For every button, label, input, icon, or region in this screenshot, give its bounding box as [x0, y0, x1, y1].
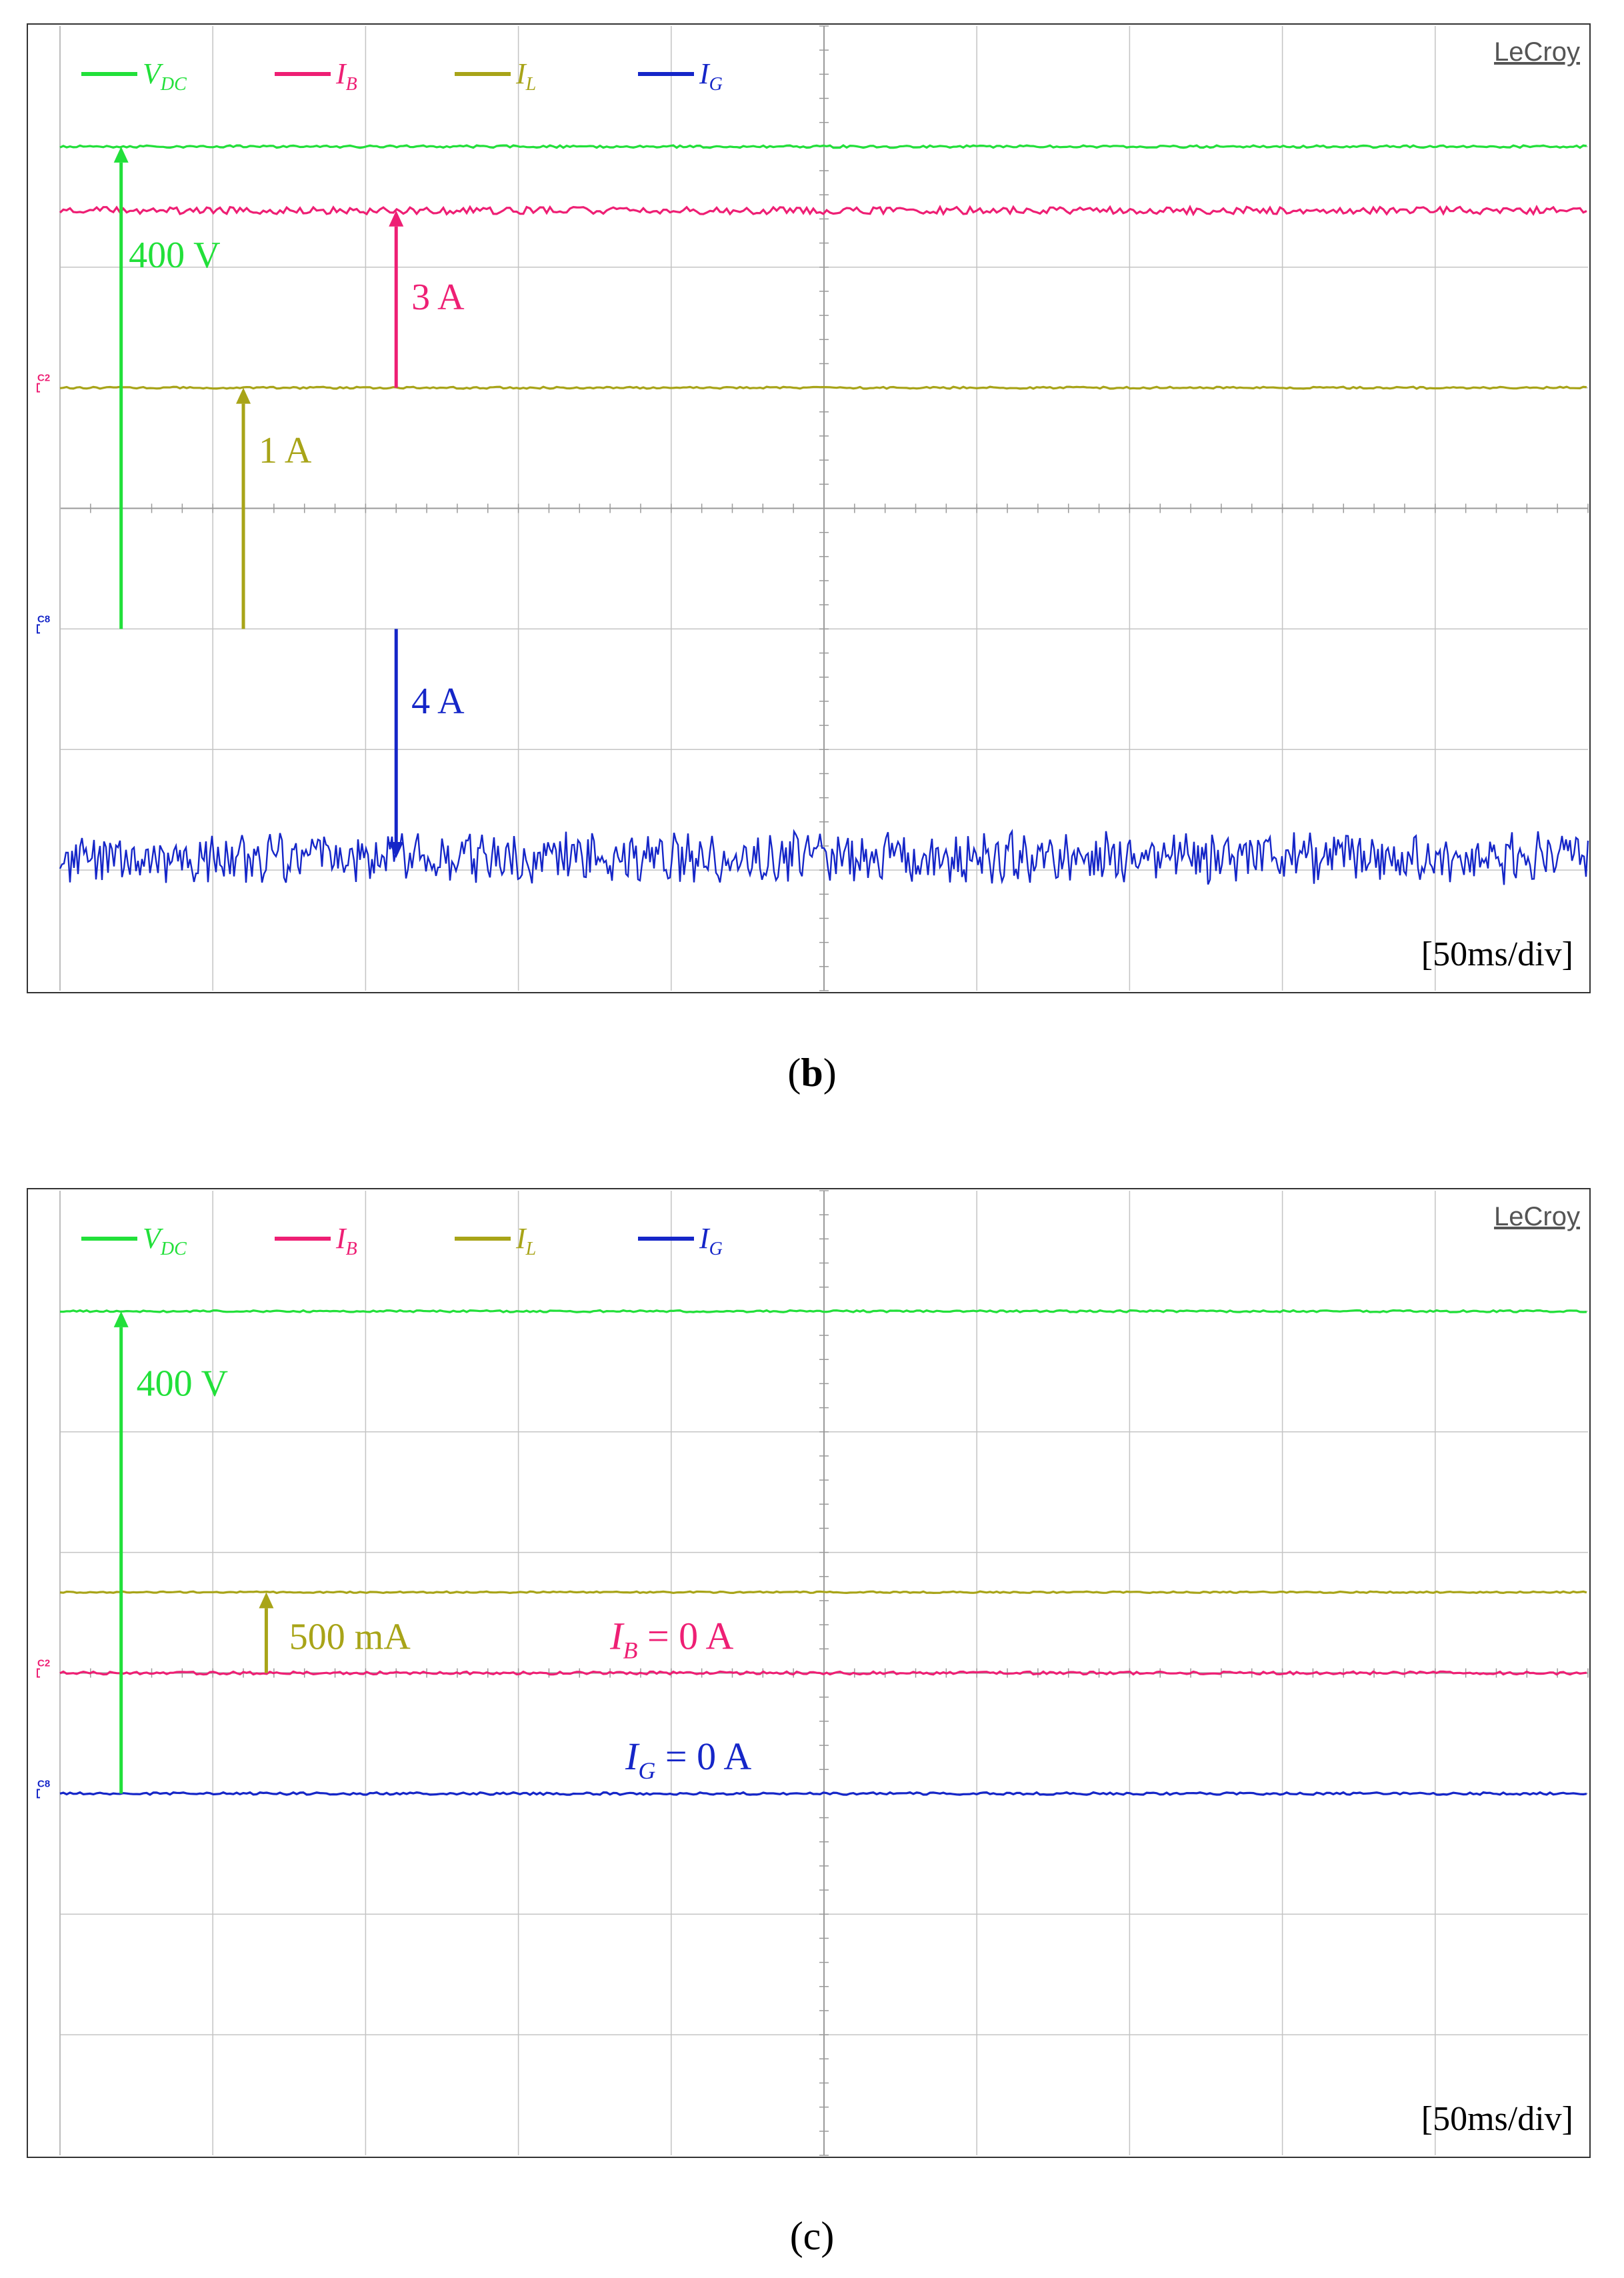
panel-caption-c: (c) [789, 2214, 835, 2258]
channel-marker-bracket [37, 1668, 40, 1678]
brand-logo-text: LeCroy [1494, 1202, 1580, 1231]
trace-v-dc [59, 1309, 1587, 1314]
channel-marker-label: C2 [37, 373, 50, 384]
legend-subscript: B [346, 1239, 357, 1259]
legend-symbol: V [143, 1222, 164, 1255]
panel-caption-letter: b [801, 1051, 823, 1095]
legend-entry: VDC [143, 1222, 187, 1259]
legend-symbol: I [699, 1222, 711, 1255]
channel-marker-bracket [37, 624, 40, 634]
brand-logo-text: LeCroy [1494, 37, 1580, 67]
channel-marker-label: C8 [37, 613, 50, 625]
annotation-label: 400 V [129, 235, 220, 276]
trace-i-l [59, 1590, 1587, 1595]
timebase-label: [50ms/div] [1421, 2100, 1573, 2138]
legend-symbol: V [143, 57, 164, 90]
legend-subscript: DC [160, 1239, 187, 1259]
panel-caption-b: (b) [787, 1051, 837, 1095]
value-label-value: = 0 A [655, 1735, 751, 1778]
trace-i-b [59, 205, 1587, 217]
legend-symbol: I [515, 57, 527, 90]
legend-symbol: I [335, 57, 347, 90]
value-label-value: = 0 A [637, 1614, 733, 1657]
value-label: IB = 0 A [609, 1614, 733, 1663]
annotation-label: 1 A [259, 430, 312, 471]
channel-marker: C2 [37, 1658, 50, 1678]
value-label-symbol: I [625, 1735, 640, 1778]
value-label: IG = 0 A [625, 1735, 751, 1784]
oscilloscope-panel-c: C2 C8 400 V 500 mA IB = 0 A IG = 0 A VDC IB IL IG… [27, 1188, 1591, 2158]
trace-i-b [59, 1670, 1587, 1676]
annotation-arrow: 4 A [389, 629, 465, 859]
legend-subscript: G [709, 74, 723, 95]
trace-i-l [59, 385, 1587, 390]
arrow-head [236, 387, 251, 404]
legend-subscript: L [525, 1239, 537, 1259]
legend: VDC IB IL IG [81, 1222, 723, 1259]
arrow-head [389, 842, 404, 859]
value-label-subscript: G [638, 1757, 655, 1784]
panel-caption-letter: c [803, 2214, 821, 2258]
legend-subscript: B [346, 74, 357, 95]
annotation-arrow: 3 A [389, 210, 465, 388]
annotation-label: 4 A [411, 681, 465, 722]
legend: VDC IB IL IG [81, 57, 723, 95]
trace-v-dc [59, 144, 1587, 149]
channel-marker-bracket [37, 383, 40, 393]
annotation-label: 400 V [137, 1363, 228, 1404]
legend-symbol: I [515, 1222, 527, 1255]
legend-subscript: L [525, 74, 537, 95]
trace-i-g [59, 1791, 1587, 1797]
legend-subscript: G [709, 1239, 723, 1259]
legend-entry: IL [515, 1222, 536, 1259]
channel-marker-label: C8 [37, 1778, 50, 1789]
channel-marker: C8 [37, 613, 50, 634]
trace-i-g [59, 829, 1589, 885]
legend-subscript: DC [160, 74, 187, 95]
channel-marker: C2 [37, 373, 50, 393]
value-label-symbol: I [609, 1614, 625, 1657]
legend-entry: VDC [143, 57, 187, 95]
arrow-head [259, 1592, 274, 1609]
annotation-arrow: 400 V [113, 146, 221, 629]
arrow-head [113, 146, 129, 163]
legend-entry: IL [515, 57, 536, 95]
channel-marker: C8 [37, 1778, 50, 1799]
annotation-label: 500 mA [289, 1616, 411, 1657]
legend-entry: IG [699, 57, 723, 95]
annotation-arrow: 400 V [113, 1311, 228, 1794]
legend-symbol: I [335, 1222, 347, 1255]
legend-entry: IB [335, 1222, 357, 1259]
timebase-label: [50ms/div] [1421, 935, 1573, 973]
legend-entry: IG [699, 1222, 723, 1259]
arrow-head [389, 210, 404, 227]
annotation-arrow: 1 A [236, 387, 312, 629]
arrow-head [113, 1311, 129, 1327]
annotation-label: 3 A [411, 277, 465, 318]
channel-marker-bracket [37, 1789, 40, 1799]
annotation-arrow: 500 mA [259, 1592, 411, 1673]
legend-entry: IB [335, 57, 357, 95]
value-label-subscript: B [623, 1637, 637, 1663]
legend-symbol: I [699, 57, 711, 90]
channel-marker-label: C2 [37, 1658, 50, 1669]
